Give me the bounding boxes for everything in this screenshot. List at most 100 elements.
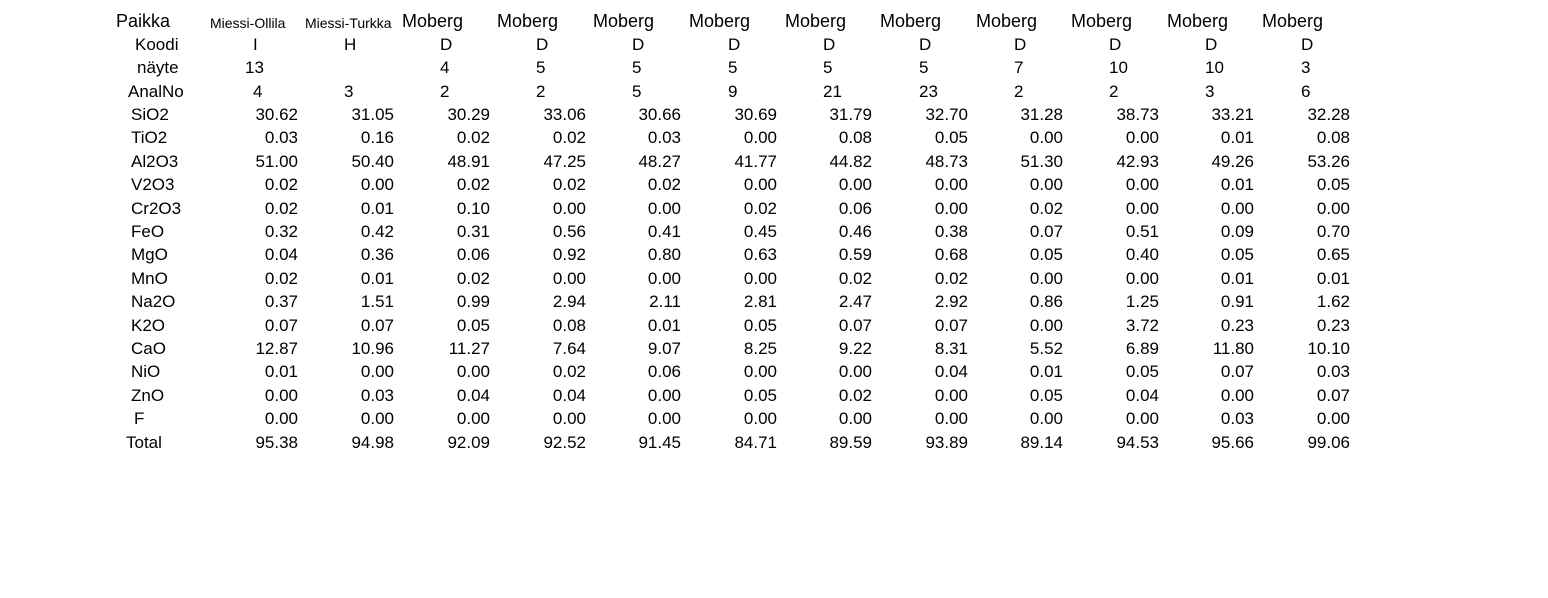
value-cell: 0.00: [838, 362, 872, 381]
nayte-cell: 3: [1301, 58, 1311, 77]
row-label: Koodi: [135, 35, 179, 54]
value-cell: 94.53: [1116, 433, 1159, 452]
value-cell: 53.26: [1307, 152, 1350, 171]
value-cell: 0.03: [360, 386, 394, 405]
value-cell: 0.00: [1125, 269, 1159, 288]
value-cell: 44.82: [829, 152, 872, 171]
value-cell: 0.99: [456, 292, 490, 311]
koodi-cell: D: [919, 35, 932, 54]
value-cell: 0.91: [1220, 292, 1254, 311]
value-cell: 0.05: [743, 316, 777, 335]
value-cell: 0.06: [456, 245, 490, 264]
value-cell: 84.71: [734, 433, 777, 452]
value-cell: 95.38: [255, 433, 298, 452]
analno-cell: 3: [1205, 82, 1215, 101]
value-cell: 0.00: [838, 409, 872, 428]
value-cell: 0.03: [1316, 362, 1350, 381]
row-label: F: [134, 409, 145, 428]
value-cell: 0.56: [552, 222, 586, 241]
value-cell: 32.70: [925, 105, 968, 124]
row-label: NiO: [131, 362, 161, 381]
value-cell: 12.87: [255, 339, 298, 358]
value-cell: 0.38: [934, 222, 968, 241]
value-cell: 0.05: [934, 128, 968, 147]
paikka-cell: Miessi-Turkka: [305, 15, 392, 31]
value-cell: 42.93: [1116, 152, 1159, 171]
value-cell: 0.16: [360, 128, 394, 147]
value-cell: 1.25: [1125, 292, 1159, 311]
value-cell: 0.01: [264, 362, 298, 381]
value-cell: 0.00: [1029, 175, 1063, 194]
value-cell: 0.00: [360, 175, 394, 194]
nayte-cell: 5: [919, 58, 929, 77]
analno-cell: 2: [1014, 82, 1024, 101]
value-cell: 41.77: [734, 152, 777, 171]
value-cell: 8.25: [743, 339, 777, 358]
value-cell: 0.07: [360, 316, 394, 335]
value-cell: 31.28: [1020, 105, 1063, 124]
value-cell: 0.01: [360, 269, 394, 288]
value-cell: 0.00: [456, 362, 490, 381]
value-cell: 0.00: [264, 409, 298, 428]
value-cell: 0.00: [1029, 409, 1063, 428]
value-cell: 0.00: [1125, 175, 1159, 194]
value-cell: 99.06: [1307, 433, 1350, 452]
value-cell: 0.02: [552, 175, 586, 194]
koodi-cell: D: [823, 35, 836, 54]
value-cell: 0.02: [647, 175, 681, 194]
value-cell: 10.10: [1307, 339, 1350, 358]
value-cell: 0.63: [743, 245, 777, 264]
analno-cell: 2: [1109, 82, 1119, 101]
value-cell: 0.80: [647, 245, 681, 264]
value-cell: 0.02: [552, 128, 586, 147]
value-cell: 0.00: [647, 409, 681, 428]
nayte-cell: 7: [1014, 58, 1024, 77]
value-cell: 89.59: [829, 433, 872, 452]
value-cell: 0.23: [1316, 316, 1350, 335]
value-cell: 0.00: [934, 386, 968, 405]
row-label: CaO: [131, 339, 166, 358]
value-cell: 0.03: [264, 128, 298, 147]
nayte-cell: 13: [245, 58, 264, 77]
value-cell: 7.64: [552, 339, 586, 358]
value-cell: 1.62: [1316, 292, 1350, 311]
value-cell: 0.00: [1125, 409, 1159, 428]
value-cell: 0.51: [1125, 222, 1159, 241]
paikka-cell: Moberg: [497, 11, 559, 31]
analno-cell: 9: [728, 82, 738, 101]
value-cell: 0.05: [743, 386, 777, 405]
value-cell: 0.45: [743, 222, 777, 241]
value-cell: 0.41: [647, 222, 681, 241]
value-cell: 31.05: [351, 105, 394, 124]
value-cell: 0.23: [1220, 316, 1254, 335]
nayte-cell: 5: [632, 58, 642, 77]
value-cell: 0.07: [934, 316, 968, 335]
value-cell: 0.01: [1029, 362, 1063, 381]
value-cell: 0.00: [934, 409, 968, 428]
value-cell: 0.00: [743, 362, 777, 381]
analno-cell: 2: [536, 82, 546, 101]
value-cell: 0.07: [1316, 386, 1350, 405]
value-cell: 0.05: [1125, 362, 1159, 381]
value-cell: 0.07: [1220, 362, 1254, 381]
paikka-cell: Moberg: [593, 11, 655, 31]
paikka-cell: Moberg: [1262, 11, 1324, 31]
row-label: TiO2: [131, 128, 168, 147]
value-cell: 0.68: [934, 245, 968, 264]
value-cell: 0.02: [934, 269, 968, 288]
value-cell: 89.14: [1020, 433, 1063, 452]
value-cell: 0.86: [1029, 292, 1063, 311]
value-cell: 30.69: [734, 105, 777, 124]
value-cell: 0.65: [1316, 245, 1350, 264]
value-cell: 0.00: [1125, 199, 1159, 218]
value-cell: 95.66: [1211, 433, 1254, 452]
analno-cell: 6: [1301, 82, 1311, 101]
value-cell: 0.00: [264, 386, 298, 405]
value-cell: 0.00: [838, 175, 872, 194]
value-cell: 0.02: [264, 199, 298, 218]
value-cell: 0.59: [838, 245, 872, 264]
row-label: Paikka: [116, 11, 171, 31]
value-cell: 2.94: [552, 292, 586, 311]
row-label: Total: [126, 433, 162, 452]
value-cell: 0.02: [264, 269, 298, 288]
